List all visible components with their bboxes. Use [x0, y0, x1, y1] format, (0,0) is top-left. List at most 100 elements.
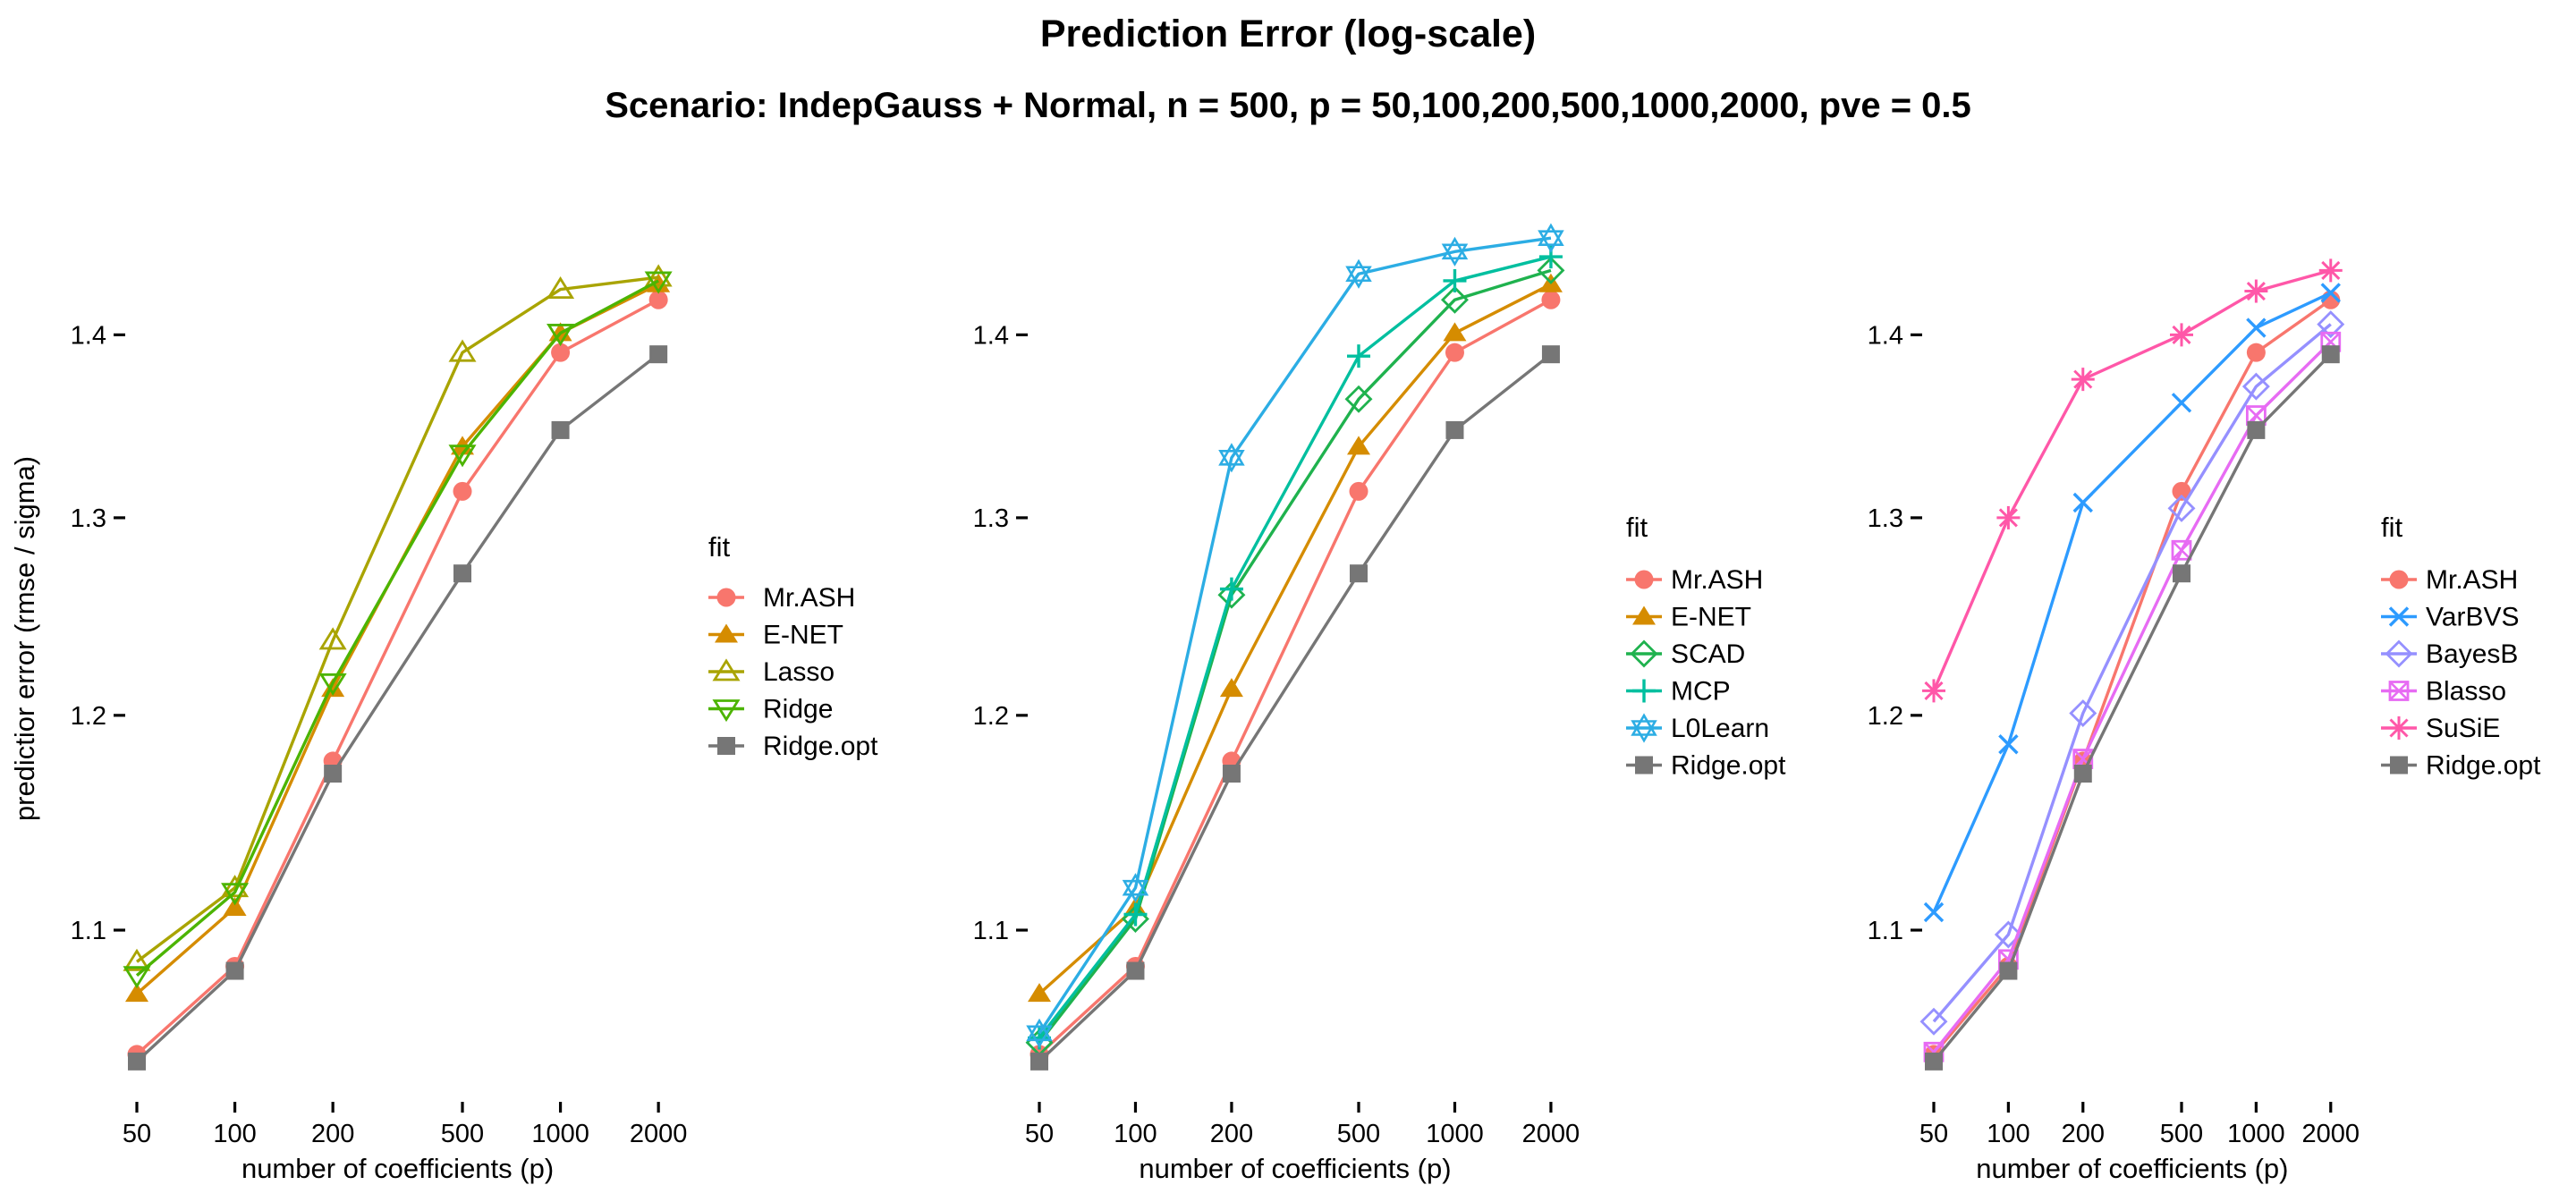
diamond-open-marker: [1919, 1007, 1948, 1036]
marker-shape: [123, 966, 151, 989]
triangle-down-open-marker: [712, 699, 741, 723]
legend-item: E-NET: [1626, 603, 1751, 632]
triangle-up-open-marker: [221, 875, 250, 898]
circle-marker: [1634, 570, 1654, 589]
triangle-up-open-marker: [712, 658, 741, 681]
series-line: [1038, 268, 1552, 1044]
x-tick-label: 500: [1337, 1120, 1380, 1148]
triangle-up-marker: [715, 623, 738, 643]
marker-shape: [1538, 230, 1564, 253]
legend-title: fit: [2381, 512, 2403, 543]
legend-item: SCAD: [1626, 639, 1745, 669]
legend-item-label: VarBVS: [2426, 603, 2520, 632]
y-axis-title: predictior error (rmse / sigma): [9, 456, 40, 821]
marker-shape: [2388, 681, 2410, 701]
x-tick-label: 50: [123, 1120, 151, 1148]
series-line: [1932, 268, 2332, 692]
asterisk8-marker: [2318, 258, 2343, 283]
diamond-open-marker: [1217, 580, 1246, 609]
x-tick-label: 1000: [531, 1120, 589, 1148]
x-axis-title: number of coefficients (p): [1976, 1153, 2288, 1184]
x-axis-title: number of coefficients (p): [1139, 1153, 1451, 1184]
marker-shape: [453, 481, 472, 501]
marker-shape: [2385, 639, 2413, 668]
series-line: [135, 298, 659, 1056]
star6-open-marker: [1538, 223, 1564, 253]
x-marker: [2388, 606, 2410, 627]
marker-shape: [221, 875, 250, 898]
marker-shape: [1218, 443, 1245, 466]
panel: 1.1 1.2 1.3 1.4 50 100 200 500 1000 2000 number of…: [71, 264, 878, 1184]
diamond-open-marker: [2241, 372, 2270, 401]
triangle-up-open-marker: [448, 339, 477, 362]
diamond-open-marker: [2317, 310, 2345, 339]
series-line: [1038, 298, 1552, 1056]
square-marker: [453, 564, 471, 583]
marker-shape: [647, 273, 671, 292]
square-marker: [1350, 564, 1368, 583]
marker-shape: [1445, 420, 1464, 439]
marker-stroke: [2246, 281, 2266, 301]
x-tick-label: 200: [1210, 1120, 1253, 1148]
triangle-up-marker: [1347, 436, 1370, 455]
x-tick-label: 2000: [1522, 1120, 1580, 1148]
asterisk8-marker: [2071, 368, 2095, 392]
marker-stroke: [1924, 681, 1944, 700]
square-marker: [2173, 564, 2190, 583]
series-line: [135, 275, 659, 963]
triangle-up-open-marker: [318, 627, 347, 650]
series-line: [1038, 283, 1552, 995]
plus-marker: [1123, 902, 1148, 927]
triangle-up-marker: [1632, 605, 1656, 625]
square-marker: [1541, 345, 1560, 364]
legend-item-label: SCAD: [1671, 639, 1745, 669]
star6-open-marker: [1631, 713, 1657, 743]
marker-shape: [2246, 343, 2266, 362]
marker-shape: [1994, 920, 2022, 949]
marker-shape: [1441, 243, 1469, 267]
series-line: [135, 279, 659, 977]
figure-title: Prediction Error (log-scale): [1039, 13, 1537, 55]
marker-stroke: [2072, 492, 2093, 513]
marker-shape: [318, 627, 347, 650]
triangle-up-marker: [1443, 322, 1467, 342]
marker-shape: [1345, 258, 1372, 283]
square-marker: [1030, 1052, 1048, 1071]
circle-marker: [2246, 343, 2266, 362]
circle-marker: [551, 343, 571, 362]
circle-marker: [1445, 343, 1464, 362]
marker-shape: [1440, 285, 1469, 314]
circle-marker: [648, 290, 668, 309]
x-marker: [2072, 492, 2093, 513]
marker-shape: [551, 343, 571, 362]
marker-stroke: [2073, 369, 2093, 389]
y-tick-label: 1.4: [71, 321, 106, 350]
x-tick-label: 2000: [2302, 1120, 2360, 1148]
y-tick-label: 1.2: [1868, 702, 1903, 731]
series-line: [1932, 341, 2332, 1054]
legend-item-label: BayesB: [2426, 639, 2518, 669]
legend-item: MCP: [1626, 677, 1731, 707]
square-marker: [551, 420, 570, 439]
legend-item: Mr.ASH: [2381, 565, 2518, 595]
series-line: [1932, 323, 2332, 1023]
panel: 1.1 1.2 1.3 1.4 50 100 200 500 1000 2000 number of…: [1868, 258, 2541, 1184]
series-line: [1038, 352, 1552, 1063]
x-marker: [2246, 317, 2267, 338]
marker-shape: [1537, 256, 1565, 284]
triangle-up-marker: [647, 273, 671, 292]
circle-marker: [2389, 570, 2409, 589]
figure-subtitle: Scenario: IndepGauss + Normal, n = 500, …: [605, 86, 1971, 125]
triangle-down-open-marker: [123, 966, 151, 989]
legend-item: Ridge: [708, 695, 833, 724]
square-marker: [2073, 765, 2092, 783]
legend-item-label: Mr.ASH: [1671, 565, 1763, 595]
series-line: [1932, 352, 2332, 1062]
marker-shape: [223, 897, 247, 917]
marker-shape: [1541, 290, 1561, 309]
asterisk8-marker: [1922, 679, 1945, 703]
marker-shape: [1445, 343, 1464, 362]
legend-item-label: Blasso: [2426, 677, 2506, 707]
circle-marker: [2172, 481, 2191, 501]
marker-shape: [1222, 765, 1241, 783]
